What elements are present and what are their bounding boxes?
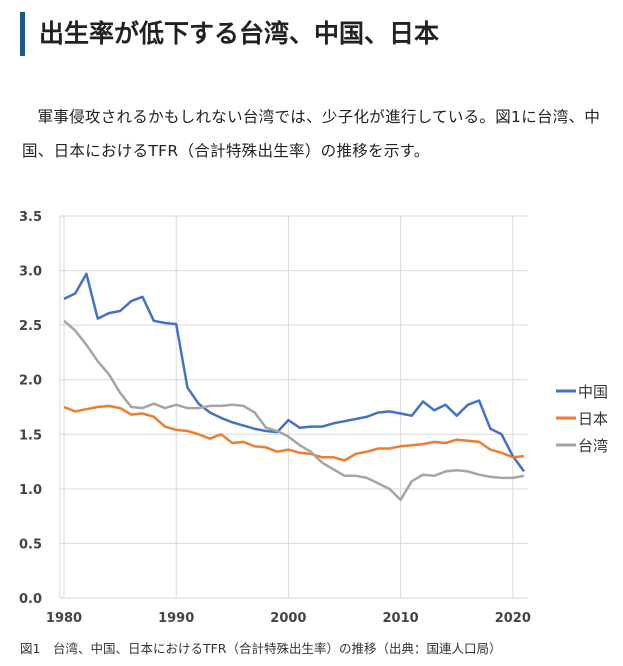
x-tick-label: 1980 [46, 611, 82, 626]
y-tick-label: 2.5 [19, 319, 42, 334]
y-tick-label: 1.5 [19, 428, 42, 443]
x-tick-label: 2010 [383, 611, 419, 626]
x-tick-label: 2020 [495, 611, 531, 626]
x-tick-label: 1990 [158, 611, 194, 626]
series-line-0 [63, 272, 526, 473]
y-tick-label: 1.0 [19, 483, 42, 498]
figure-caption: 図1 台湾、中国、日本におけるTFR（合計特殊出生率）の推移（出典：国連人口局） [20, 641, 502, 656]
legend-label: 台湾 [578, 437, 608, 455]
x-tick-label: 2000 [270, 611, 306, 626]
series-line-2 [63, 319, 525, 502]
y-tick-label: 2.0 [19, 374, 42, 389]
y-tick-label: 0.5 [19, 537, 42, 552]
y-tick-label: 3.0 [19, 265, 42, 280]
section-heading: 出生率が低下する台湾、中国、日本 [20, 12, 439, 56]
y-tick-label: 0.0 [19, 592, 42, 607]
legend-label: 日本 [578, 410, 608, 428]
series-line-1 [63, 404, 525, 462]
body-paragraph: 軍事侵攻されるかもしれない台湾では、少子化が進行している。図1に台湾、中国、日本… [22, 108, 601, 160]
y-tick-label: 3.5 [19, 210, 42, 225]
legend-label: 中国 [578, 383, 608, 401]
tfr-line-chart: 0.0 0.5 1.0 1.5 2.0 2.5 3.0 3.5 1980 1990 2000 2010… [19, 210, 608, 626]
